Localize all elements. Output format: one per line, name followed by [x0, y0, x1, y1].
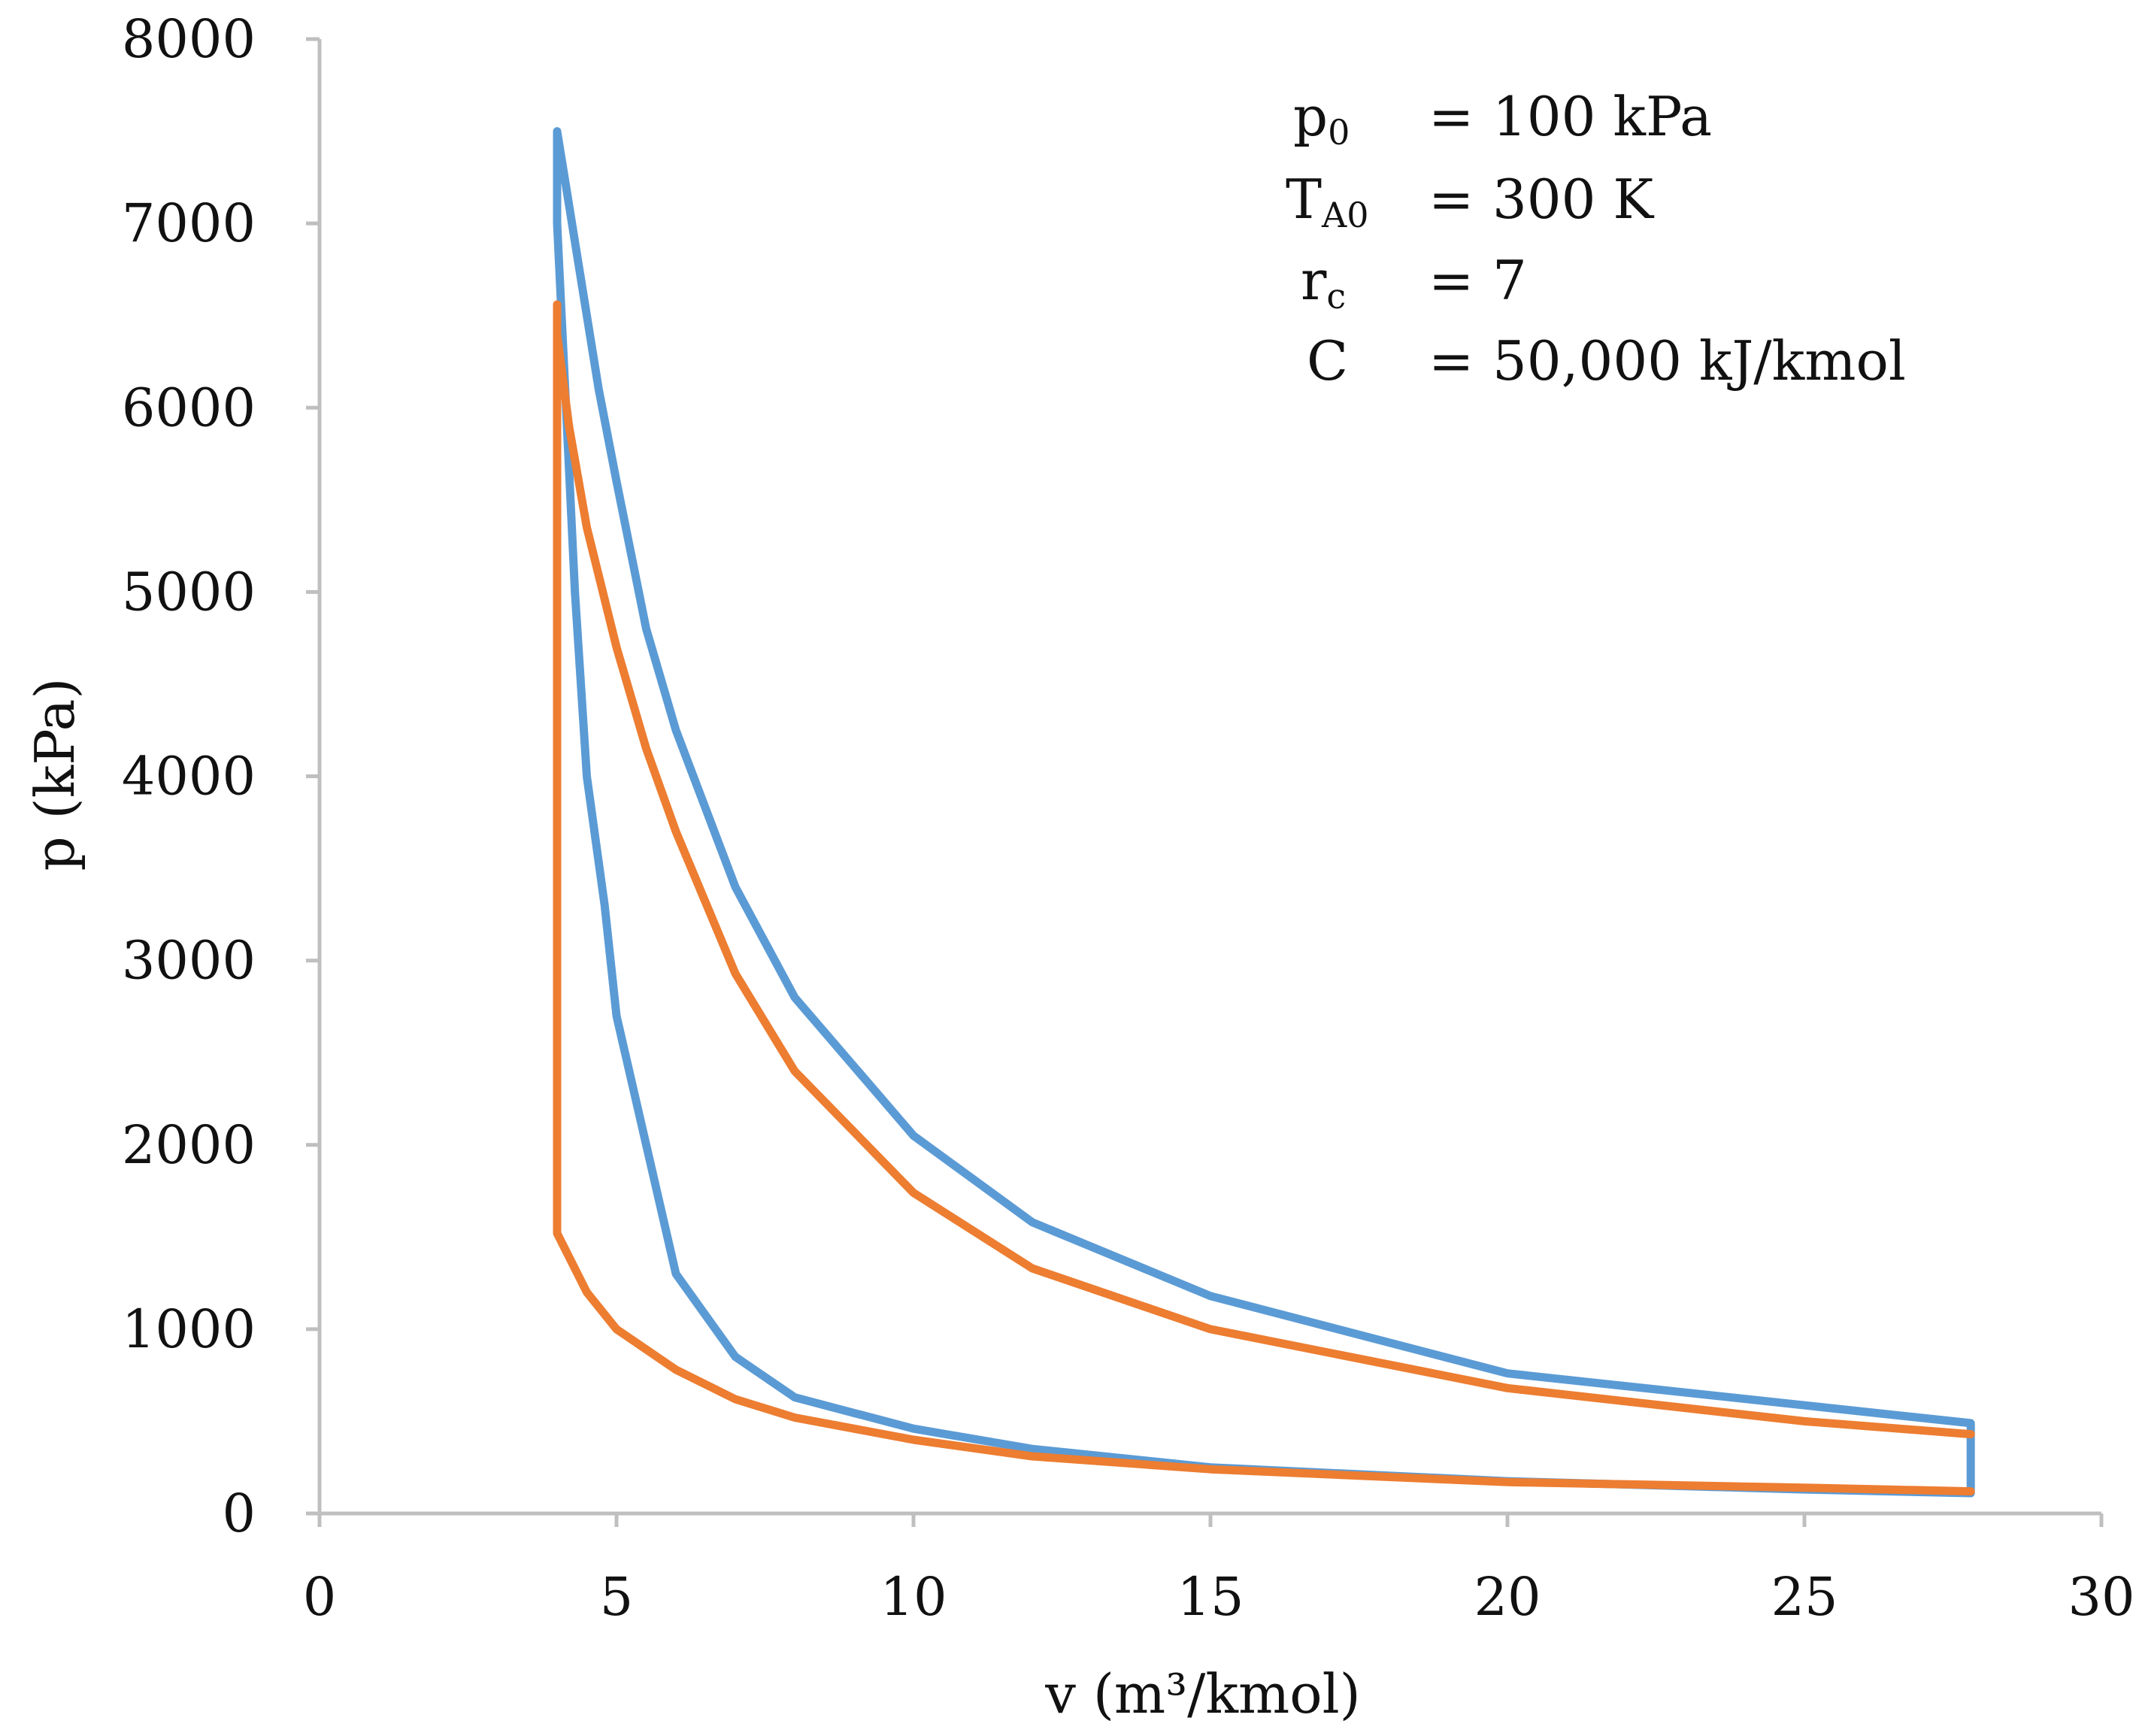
series-line-blue-cycle: [553, 127, 1975, 1498]
x-tick-label: 25: [1771, 1566, 1838, 1628]
param-value-rc: 7: [1492, 249, 1527, 312]
param-eq-c: =: [1429, 329, 1474, 392]
y-tick-label: 4000: [122, 746, 256, 807]
param-value-c: 50,000 kJ/kmol: [1492, 329, 1906, 392]
y-tick-label: 3000: [122, 930, 256, 992]
x-tick-label: 0: [303, 1566, 337, 1628]
y-tick-label: 6000: [122, 377, 256, 438]
x-tick-label: 15: [1177, 1566, 1244, 1628]
y-tick-label: 8000: [122, 8, 256, 70]
x-ticks: 0 5 10 15 20 25 30: [303, 1513, 2135, 1628]
y-axis-title: p (kPa): [23, 678, 86, 871]
y-tick-label: 0: [222, 1483, 256, 1544]
x-tick-label: 5: [600, 1566, 634, 1628]
y-tick-label: 5000: [122, 561, 256, 623]
param-value-p0: 100 kPa: [1492, 85, 1712, 148]
y-ticks: 0 1000 2000 3000 4000 5000 6000 7000 8000: [122, 8, 320, 1544]
x-axis-title: v (m³/kmol): [1044, 1662, 1360, 1725]
y-tick-label: 7000: [122, 192, 256, 254]
param-symbol-rc: rc: [1301, 249, 1346, 317]
x-tick-label: 10: [880, 1566, 947, 1628]
param-eq-p0: =: [1429, 85, 1474, 148]
x-tick-label: 20: [1474, 1566, 1541, 1628]
series-line-orange-cycle: [553, 300, 1975, 1496]
param-symbol-p0: p0: [1293, 85, 1350, 153]
param-value-ta0: 300 K: [1492, 168, 1654, 231]
y-tick-label: 1000: [122, 1298, 256, 1360]
param-eq-rc: =: [1429, 249, 1474, 312]
param-symbol-ta0: TA0: [1286, 168, 1369, 235]
y-tick-label: 2000: [122, 1114, 256, 1176]
x-tick-label: 30: [2068, 1566, 2134, 1628]
param-symbol-c: C: [1307, 329, 1348, 392]
param-eq-ta0: =: [1429, 168, 1474, 231]
parameter-annotations: p0 = 100 kPa TA0 = 300 K rc = 7 C = 50,0…: [1286, 85, 1906, 392]
series-layer: [553, 127, 1975, 1498]
